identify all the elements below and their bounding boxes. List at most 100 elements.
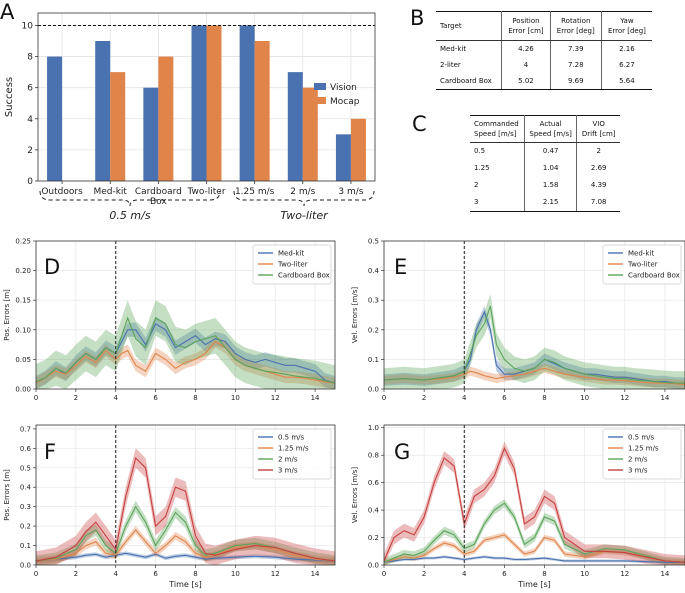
x-tick-label: 10 — [580, 570, 589, 578]
table-cell: 1.25 — [474, 164, 490, 172]
confidence-band — [384, 294, 685, 389]
table-cell: 5.02 — [501, 73, 551, 90]
series-line — [35, 552, 336, 562]
bar-mocap — [110, 72, 126, 181]
legend-label: Mocap — [330, 97, 360, 107]
confidence-band — [36, 526, 335, 565]
panel-label-g: G — [394, 440, 410, 464]
table-cell: 6.27 — [600, 57, 652, 73]
plot-frame — [383, 240, 685, 390]
bar-vision — [191, 25, 207, 182]
panel-label-d: D — [44, 255, 60, 279]
y-tick-label: 0.2 — [368, 326, 379, 334]
y-tick-label: 0.1 — [20, 542, 31, 550]
y-tick-label: 0.0 — [368, 562, 379, 570]
legend-label: Two-liter — [277, 261, 308, 269]
table-cell: 2.16 — [600, 40, 652, 57]
series-line — [383, 556, 685, 563]
x-tick-label: 0 — [382, 394, 386, 402]
table-b-header-2: Rotation Error [deg] — [549, 11, 602, 41]
x-tick-label: 8 — [542, 570, 546, 578]
confidence-band — [384, 555, 685, 564]
legend-label: Med-kit — [278, 250, 304, 258]
series-line — [383, 502, 685, 563]
bar-vision — [287, 72, 303, 181]
table-b: Target Position Error [cm] Rotation Error [d… — [436, 11, 652, 90]
x-tick-label: 0 — [34, 394, 38, 402]
bar-chart-a: 0 2 4 6 8 10 Outdoors Med-kit Cardboard Box Two-li… — [4, 12, 376, 222]
x-tick-label: 4 — [113, 394, 118, 402]
panel-label-c: C — [412, 112, 427, 136]
confidence-band — [384, 363, 685, 389]
x-tick-label: 12 — [620, 570, 629, 578]
panel-label-f: F — [44, 440, 56, 464]
y-tick-label: 0.2 — [20, 523, 31, 531]
legend-label: Cardboard Box — [278, 272, 330, 280]
table-cell: 5.64 — [600, 73, 652, 90]
panel-label-e: E — [394, 255, 407, 279]
x-tick-label: 3 m/s — [338, 187, 363, 197]
panel-label-a: A — [0, 0, 15, 24]
x-tick-label: 0 — [34, 570, 38, 578]
table-c-header-0: Commanded Speed [m/s] — [470, 115, 525, 143]
table-cell: Cardboard Box — [436, 73, 502, 90]
table-b-header-0: Target — [436, 11, 502, 41]
legend-swatch — [314, 83, 326, 90]
y-tick-label: 0 — [27, 177, 33, 187]
x-tick-label: 4 — [462, 570, 467, 578]
group-label: Two-liter — [280, 209, 329, 222]
series-line — [383, 367, 685, 386]
legend-label: Vision — [330, 83, 357, 93]
table-cell: 4.26 — [501, 40, 551, 57]
y-axis-label: Pos. Errors [m] — [3, 469, 11, 521]
legend-box — [252, 244, 332, 285]
x-tick-label: 2 — [422, 570, 426, 578]
line-chart-f: 0 2 4 6 8 10 12 14 0.0 0.1 0.2 0.3 0.4 0.5 0.6 0.7 Pos. … — [3, 424, 336, 589]
y-tick-label: 0.3 — [368, 297, 379, 305]
table-b-header-row: Target Position Error [cm] Rotation Error [d… — [436, 11, 652, 41]
table-cell: 1.58 — [523, 177, 577, 194]
y-tick-label: 0.15 — [15, 297, 31, 305]
confidence-band — [384, 532, 685, 565]
legend-label: 3 m/s — [278, 467, 298, 475]
y-tick-label: 0.00 — [15, 386, 31, 394]
table-row: 3 2.15 7.08 — [470, 194, 620, 212]
table-cell: 2.15 — [523, 194, 577, 212]
x-tick-label: Med-kit — [93, 187, 127, 197]
table-cell: 4 — [501, 57, 551, 73]
bar-vision — [239, 25, 255, 182]
table-cell: 7.39 — [549, 40, 602, 57]
legend-label: 0.5 m/s — [628, 434, 655, 442]
y-tick-label: 0.5 — [368, 238, 379, 246]
table-cell: 0.47 — [523, 142, 577, 160]
y-tick-label: 0.20 — [15, 267, 31, 275]
legend-label: 2 m/s — [628, 456, 648, 464]
x-tick-label: 2 — [422, 394, 426, 402]
y-tick-label: 0.2 — [368, 534, 379, 542]
panel-label-b: B — [410, 6, 425, 30]
confidence-band — [36, 448, 335, 565]
x-tick-label: 12 — [271, 570, 280, 578]
y-tick-label: 0.0 — [20, 562, 31, 570]
line-chart-e: 0 2 4 6 8 10 12 14 0.0 0.1 0.2 0.3 0.4 0.5 Vel. Errors… — [351, 238, 685, 402]
y-tick-label: 0.05 — [15, 356, 31, 364]
x-tick-label: 2 — [74, 394, 78, 402]
y-axis-label: Pos. Errors [m] — [3, 289, 11, 341]
table-b-header-3: Yaw Error [deg] — [600, 11, 652, 41]
series-line — [35, 505, 336, 562]
table-cell: 7.28 — [549, 57, 602, 73]
table-cell: 7.08 — [576, 194, 620, 212]
y-axis-label: Vel. Errors [m/s] — [351, 287, 359, 343]
y-tick-label: 0.25 — [15, 238, 31, 246]
legend-label: Med-kit — [628, 250, 654, 258]
y-tick-label: 0.3 — [20, 503, 31, 511]
bar-vision — [47, 56, 63, 181]
table-c-header-1: Actual Speed [m/s] — [523, 115, 577, 143]
bar-mocap — [302, 87, 318, 181]
x-tick-label: 6 — [502, 394, 507, 402]
x-tick-label: 8 — [542, 394, 546, 402]
legend-label: Two-liter — [627, 261, 658, 269]
x-tick-label: 10 — [580, 394, 589, 402]
series-line — [383, 446, 685, 563]
